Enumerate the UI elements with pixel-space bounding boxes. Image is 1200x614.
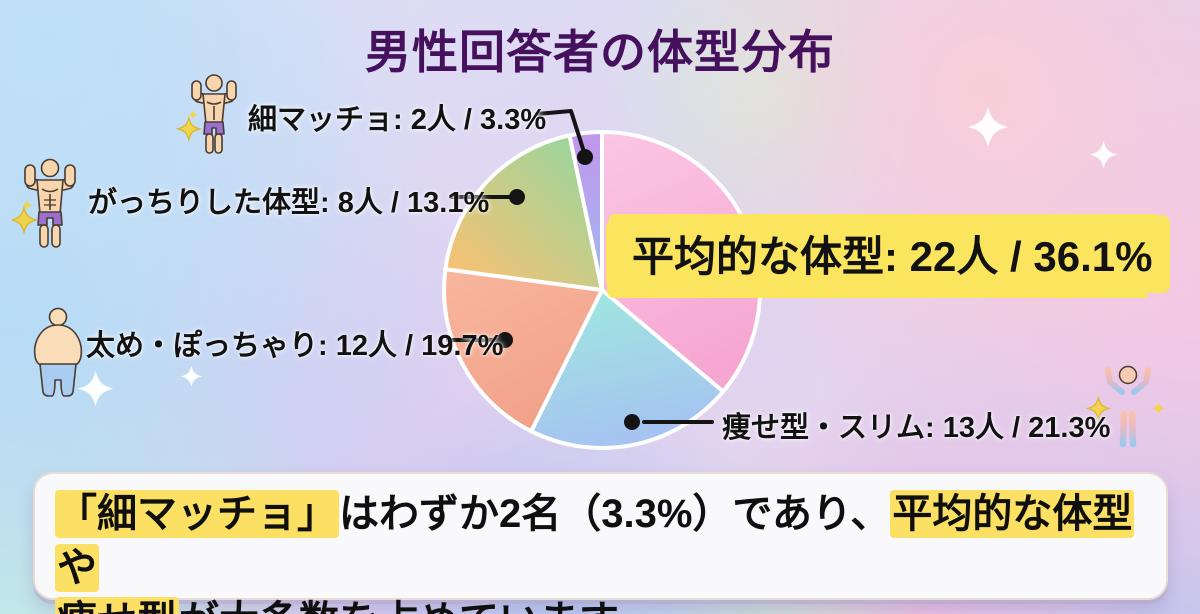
pie-slice-1	[529, 288, 726, 450]
pie-slice-4	[567, 130, 604, 292]
page-title: 男性回答者の体型分布	[365, 26, 835, 78]
slim-man-icon	[1086, 365, 1165, 448]
sparkle-icon	[12, 205, 39, 235]
callout-line-hosomacho	[535, 109, 586, 154]
summary-banner: 「細マッチョ」はわずか2名（3.3%）であり、平均的な体型や 痩せ型が大多数を占…	[33, 472, 1168, 614]
label-muscular: がっちりした体型: 8人 / 13.1%	[88, 187, 490, 219]
sparkle-icon	[1086, 395, 1112, 422]
summary-text: 「細マッチョ」はわずか2名（3.3%）であり、平均的な体型や 痩せ型が大多数を占…	[55, 488, 1146, 614]
sparkle-icon	[78, 371, 114, 407]
callout-dot-gacchiri	[509, 189, 525, 205]
muscular-man-icon	[12, 158, 76, 248]
sparkle-icon	[22, 200, 33, 211]
label-average-highlighted: 平均的な体型: 22人 / 36.1%	[612, 215, 1171, 293]
sparkle-icon	[1090, 141, 1118, 169]
background-sparkles	[78, 107, 1118, 407]
pie-slice-2	[442, 267, 604, 434]
label-chubby: 太め・ぽっちゃり: 12人 / 19.7%	[86, 330, 504, 362]
label-slim: 痩せ型・スリム: 13人 / 21.3%	[722, 412, 1111, 444]
sparkle-icon	[181, 366, 202, 387]
sparkle-icon	[188, 110, 198, 120]
summary-highlight-slim-macho: 「細マッチョ」	[55, 490, 339, 538]
callout-dot-yase	[624, 414, 640, 430]
pie-slice-3	[443, 133, 604, 292]
label-slim-macho: 細マッチョ: 2人 / 3.3%	[248, 104, 547, 136]
sparkle-icon	[968, 107, 1008, 147]
summary-plain-1: はわずか2名（3.3%）であり、	[339, 492, 891, 536]
sparkle-icon	[1152, 402, 1165, 415]
callout-dot-futome	[497, 332, 513, 348]
callout-dot-hosomacho	[577, 149, 593, 165]
slim-macho-man-icon	[176, 74, 237, 154]
summary-highlight-slim: 痩せ型	[55, 597, 179, 614]
summary-plain-2: が大多数を占めています。	[179, 599, 655, 614]
callout-lines	[446, 109, 714, 430]
chubby-man-icon	[33, 307, 83, 397]
sparkle-icon	[176, 115, 203, 143]
